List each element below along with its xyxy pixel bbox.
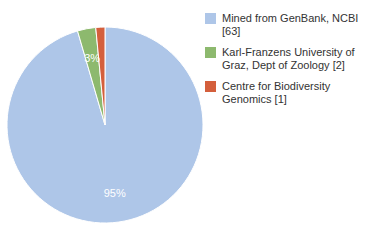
html-text:Centre for Biodiversity Genomi: Centre for Biodiversity Genomics [1] <box>222 80 331 105</box>
html-text:Karl-Franzens University of Gr: Karl-Franzens University of Graz, Dept o… <box>222 46 355 71</box>
html-text:Mined from GenBank, NCBI [63]: Mined from GenBank, NCBI [63] <box>222 12 359 37</box>
svg-text:3%: 3% <box>84 52 100 64</box>
svg-text:95%: 95% <box>104 187 126 199</box>
